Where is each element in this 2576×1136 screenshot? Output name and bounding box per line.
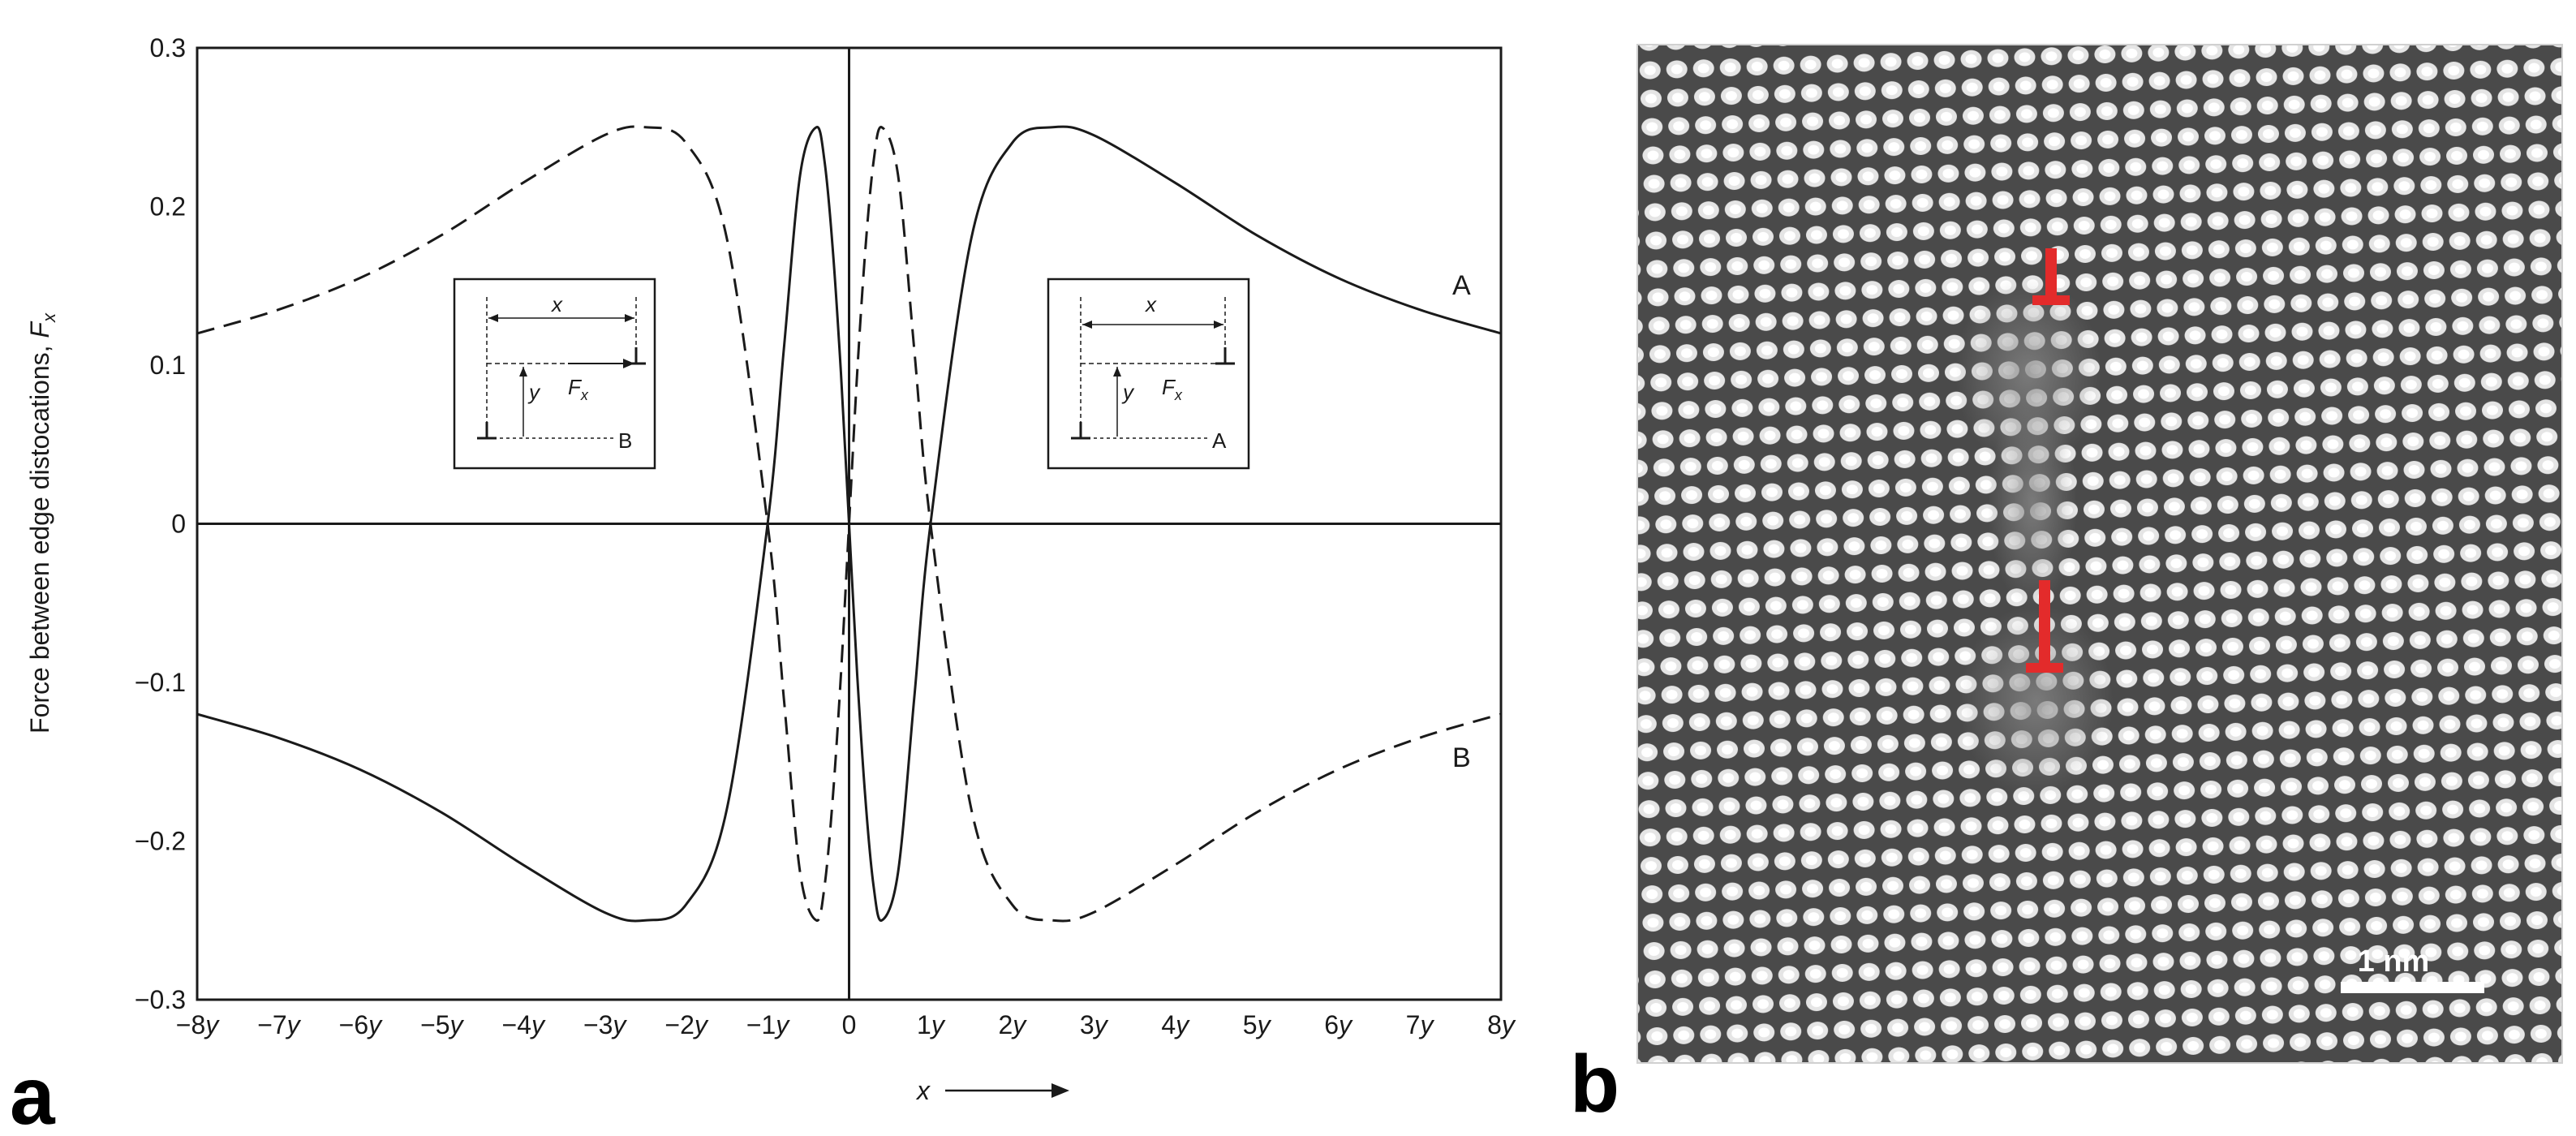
x-axis-arrowhead-icon	[1051, 1083, 1069, 1098]
defect-core-upper	[1955, 276, 2101, 471]
x-tick-label: −4y	[502, 1010, 546, 1039]
panel-b-letter: b	[1570, 1039, 1619, 1130]
scale-bar-label: 1 nm	[2358, 945, 2430, 979]
y-tick-label: −0.3	[135, 985, 186, 1014]
y-tick-label: −0.1	[135, 668, 186, 697]
panel-a-letter: a	[10, 1051, 56, 1136]
y-axis-title: Force between edge distocations, Fx	[25, 312, 59, 734]
series-layer	[196, 125, 1502, 923]
x-tick-label: 0	[842, 1010, 857, 1039]
x-tick-label: −5y	[420, 1010, 464, 1039]
x-tick-label: −2y	[664, 1010, 708, 1039]
y-tick-label: −0.2	[135, 827, 186, 856]
tem-frame	[1636, 44, 2563, 1064]
force-chart: −8y −7y −6y −5y −4y −3y −2y −1y 0 1y 2y 3y 4y 5y 6y 7y 8…	[25, 33, 1516, 1105]
x-axis-title: x	[915, 1076, 1069, 1105]
x-tick-label: −7y	[257, 1010, 301, 1039]
y-tick-label: 0.2	[150, 192, 186, 222]
x-tick-label: −6y	[339, 1010, 383, 1039]
inset-right-x: x	[1144, 292, 1157, 316]
x-tick-label: 6y	[1324, 1010, 1353, 1039]
inset-right-letter: A	[1212, 428, 1227, 453]
x-axis-title-text: x	[915, 1076, 931, 1105]
inset-right: x y Fx A	[1047, 278, 1250, 470]
y-tick-label: 0.1	[150, 351, 186, 380]
x-axis-ticks: −8y −7y −6y −5y −4y −3y −2y −1y 0 1y 2y 3y 4y 5y 6y 7y 8…	[176, 1010, 1516, 1039]
x-tick-label: 1y	[917, 1010, 946, 1039]
defect-core-lower	[1959, 605, 2114, 799]
scale-bar-line	[2341, 982, 2484, 993]
y-tick-label: 0.3	[150, 33, 186, 62]
x-tick-label: 5y	[1243, 1010, 1272, 1039]
x-tick-label: −8y	[176, 1010, 220, 1039]
inset-right-y: y	[1121, 380, 1135, 404]
series-label-b: B	[1452, 742, 1471, 773]
x-tick-label: 4y	[1161, 1010, 1190, 1039]
inset-left-letter: B	[618, 428, 632, 453]
inset-left-y: y	[527, 380, 541, 404]
x-tick-label: −1y	[746, 1010, 790, 1039]
series-label-a: A	[1452, 270, 1471, 301]
inset-left-force: Fx	[568, 375, 589, 403]
x-tick-label: 2y	[998, 1010, 1027, 1039]
y-axis-ticks: −0.3 −0.2 −0.1 0 0.1 0.2 0.3	[135, 33, 186, 1014]
x-tick-label: 7y	[1406, 1010, 1435, 1039]
inset-right-force: Fx	[1162, 375, 1183, 403]
inset-left: x y Fx B	[453, 278, 656, 470]
series-line-b	[196, 125, 1502, 923]
dislocation-marker-lower	[2026, 580, 2063, 673]
tem-image	[1637, 45, 2562, 1063]
y-tick-label: 0	[171, 510, 186, 539]
inset-left-x: x	[550, 292, 563, 316]
dislocation-marker-upper	[2032, 248, 2070, 305]
x-tick-label: 3y	[1080, 1010, 1109, 1039]
scale-bar: 1 nm	[2341, 945, 2484, 993]
x-tick-label: 8y	[1487, 1010, 1516, 1039]
x-tick-label: −3y	[583, 1010, 627, 1039]
defect-slip-band	[1988, 398, 2077, 609]
atomic-lattice	[1637, 45, 2562, 1063]
